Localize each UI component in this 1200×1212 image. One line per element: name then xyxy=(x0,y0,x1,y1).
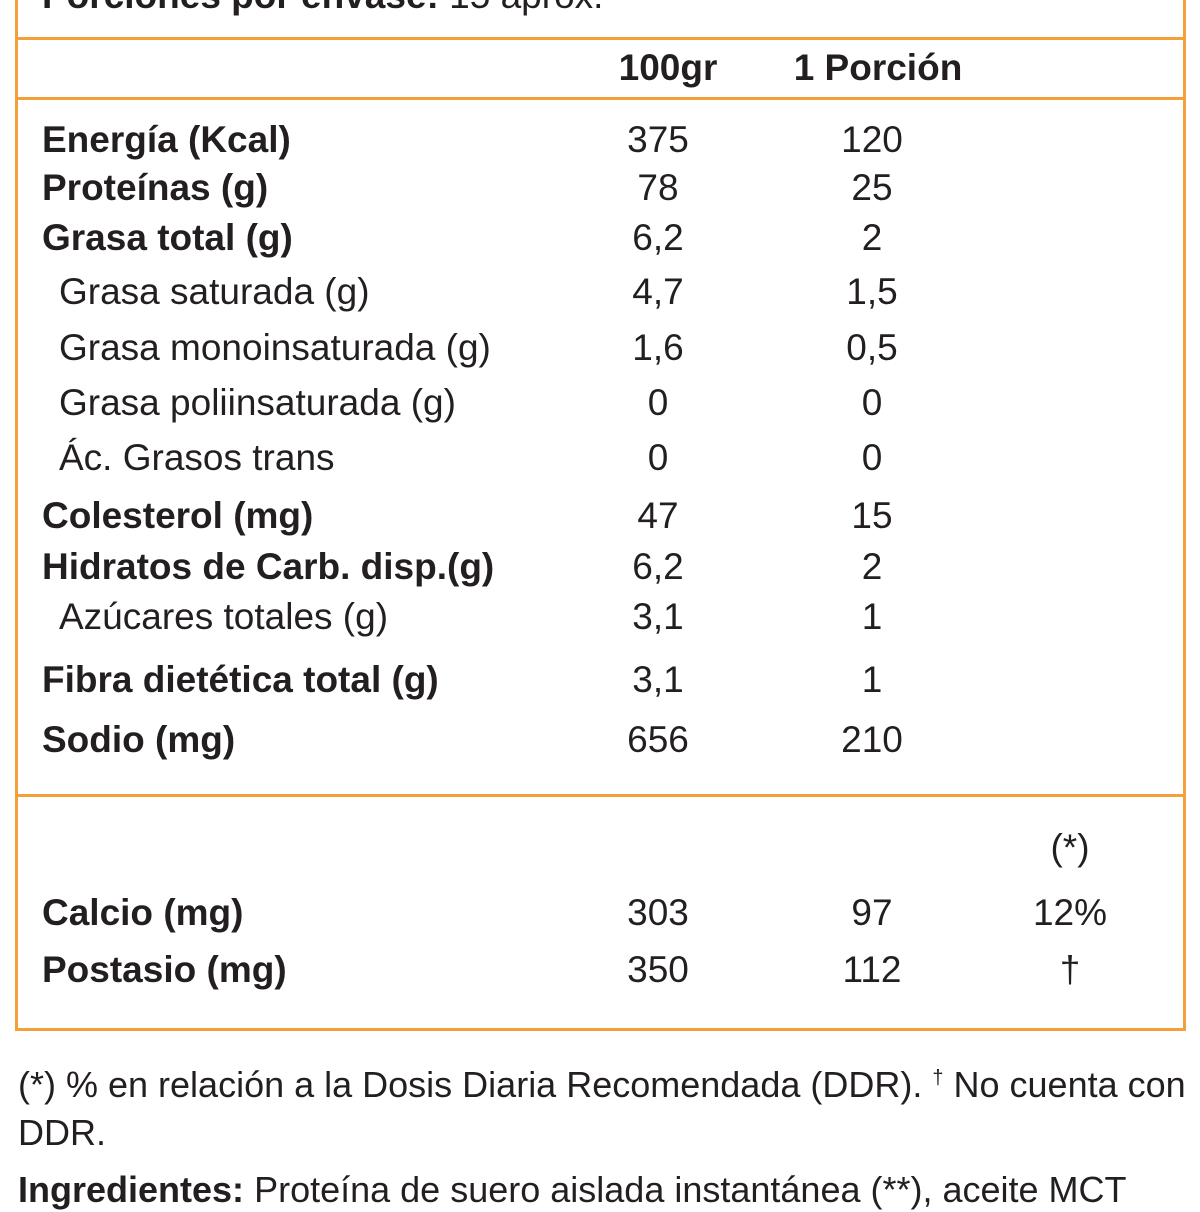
column-header: 100gr xyxy=(618,47,718,88)
cell-value: 15 xyxy=(851,495,893,536)
cell-value: 0,5 xyxy=(846,327,898,368)
cell-value: 210 xyxy=(841,719,903,760)
cell-value: 0 xyxy=(861,382,883,423)
row-label: Sodio (mg) xyxy=(42,719,236,760)
cell-value: 3,1 xyxy=(632,596,684,637)
row-label: Proteínas (g) xyxy=(42,167,269,208)
column-header: (*) xyxy=(1050,827,1090,868)
row-label: Grasa total (g) xyxy=(42,217,293,258)
row-label: Grasa saturada (g) xyxy=(59,271,370,312)
cell-value: 1 xyxy=(861,596,883,637)
cell-value: 0 xyxy=(647,437,669,478)
cell-value: 25 xyxy=(851,167,893,208)
row-label: Ác. Grasos trans xyxy=(59,437,335,478)
cell-value: 350 xyxy=(627,949,689,990)
column-header: 1 Porción xyxy=(793,47,963,88)
cell-value: 4,7 xyxy=(632,271,684,312)
cell-value: 303 xyxy=(627,892,689,933)
cell-value: † xyxy=(1059,949,1081,990)
cell-value: 6,2 xyxy=(632,546,684,587)
cell-value: 3,1 xyxy=(632,659,684,700)
table-border xyxy=(15,0,1186,1031)
row-label: Grasa poliinsaturada (g) xyxy=(59,382,456,423)
row-label: Fibra dietética total (g) xyxy=(42,659,439,700)
footnote-text: (*) % en relación a la Dosis Diaria Reco… xyxy=(18,1064,923,1105)
cell-value: 375 xyxy=(627,119,689,160)
cell-value: 656 xyxy=(627,719,689,760)
servings-value: 15 aprox. xyxy=(449,0,603,16)
footnote-note: No cuenta con DDR. xyxy=(18,1064,1186,1153)
row-label: Colesterol (mg) xyxy=(42,495,314,536)
cell-value: 0 xyxy=(861,437,883,478)
cell-value: 12% xyxy=(1032,892,1108,933)
footnote: (*) % en relación a la Dosis Diaria Reco… xyxy=(18,1054,1188,1157)
cell-value: 1,5 xyxy=(846,271,898,312)
ingredients: Ingredientes: Proteína de suero aislada … xyxy=(18,1168,1127,1212)
cell-value: 2 xyxy=(861,217,883,258)
cell-value: 6,2 xyxy=(632,217,684,258)
row-label: Azúcares totales (g) xyxy=(59,596,389,637)
servings-label: Porciones por envase: xyxy=(42,0,439,16)
cell-value: 1,6 xyxy=(632,327,684,368)
cell-value: 78 xyxy=(637,167,679,208)
cell-value: 1 xyxy=(861,659,883,700)
cell-value: 0 xyxy=(647,382,669,423)
ingredients-text: Proteína de suero aislada instantánea (*… xyxy=(254,1169,1127,1210)
divider xyxy=(15,97,1183,100)
cell-value: 112 xyxy=(842,949,902,990)
cell-value: 120 xyxy=(841,119,903,160)
servings: Porciones por envase: 15 aprox. xyxy=(42,0,603,18)
cell-value: 97 xyxy=(851,892,893,933)
cell-value: 2 xyxy=(861,546,883,587)
divider xyxy=(15,794,1183,797)
footnote-mark: † xyxy=(932,1067,944,1089)
row-label: Postasio (mg) xyxy=(42,949,287,990)
ingredients-label: Ingredientes: xyxy=(18,1169,245,1210)
row-label: Energía (Kcal) xyxy=(42,119,291,160)
row-label: Hidratos de Carb. disp.(g) xyxy=(42,546,495,587)
cell-value: 47 xyxy=(637,495,679,536)
row-label: Calcio (mg) xyxy=(42,892,244,933)
divider xyxy=(15,37,1183,40)
row-label: Grasa monoinsaturada (g) xyxy=(59,327,491,368)
